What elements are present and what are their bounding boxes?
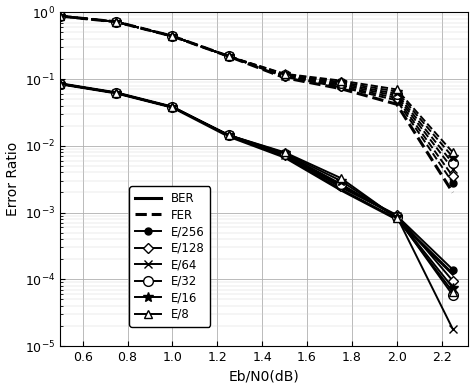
- E/256: [226, 133, 231, 137]
- Line: E/32: E/32: [55, 79, 457, 300]
- E/8: [114, 91, 119, 95]
- E/64: [57, 81, 63, 86]
- E/64: [450, 327, 456, 331]
- FER: [394, 102, 400, 107]
- E/128: [338, 184, 344, 188]
- E/32: [338, 181, 344, 186]
- BER: [338, 187, 344, 192]
- E/256: [57, 81, 63, 86]
- E/32: [282, 151, 287, 156]
- BER: [394, 217, 400, 221]
- E/16: [282, 151, 287, 155]
- E/64: [282, 152, 287, 157]
- E/256: [394, 213, 400, 218]
- E/128: [226, 133, 231, 137]
- E/16: [57, 81, 63, 86]
- BER: [57, 81, 63, 86]
- Line: E/16: E/16: [55, 79, 457, 293]
- X-axis label: Eb/N0(dB): Eb/N0(dB): [229, 370, 300, 384]
- E/128: [57, 81, 63, 86]
- E/64: [394, 214, 400, 219]
- Y-axis label: Error Ratio: Error Ratio: [6, 142, 19, 216]
- E/256: [450, 267, 456, 272]
- E/128: [170, 105, 175, 109]
- E/64: [114, 91, 119, 95]
- E/256: [170, 105, 175, 109]
- FER: [170, 34, 175, 39]
- Line: E/128: E/128: [57, 80, 456, 284]
- E/16: [394, 215, 400, 220]
- E/32: [226, 133, 231, 137]
- FER: [57, 14, 63, 18]
- E/8: [450, 289, 456, 294]
- BER: [170, 105, 175, 109]
- BER: [226, 134, 231, 138]
- E/128: [394, 213, 400, 217]
- FER: [282, 75, 287, 80]
- E/16: [114, 91, 119, 95]
- E/8: [338, 175, 344, 180]
- E/64: [338, 182, 344, 187]
- E/8: [226, 133, 231, 137]
- FER: [114, 19, 119, 24]
- E/16: [338, 179, 344, 183]
- FER: [338, 86, 344, 91]
- E/8: [282, 150, 287, 154]
- E/8: [394, 216, 400, 220]
- E/32: [114, 91, 119, 95]
- E/128: [282, 152, 287, 157]
- E/8: [57, 81, 63, 86]
- E/256: [338, 185, 344, 189]
- E/16: [450, 285, 456, 290]
- E/32: [450, 293, 456, 298]
- BER: [282, 155, 287, 159]
- E/64: [226, 133, 231, 137]
- BER: [114, 91, 119, 95]
- Line: E/64: E/64: [56, 80, 457, 333]
- E/64: [170, 105, 175, 109]
- Line: E/256: E/256: [57, 80, 456, 273]
- E/256: [282, 153, 287, 158]
- E/32: [57, 81, 63, 86]
- E/256: [114, 91, 119, 95]
- E/16: [226, 133, 231, 137]
- Line: FER: FER: [60, 16, 453, 193]
- E/128: [450, 279, 456, 283]
- Line: E/8: E/8: [56, 80, 457, 296]
- E/32: [170, 105, 175, 109]
- E/128: [114, 91, 119, 95]
- FER: [450, 190, 456, 195]
- Line: BER: BER: [60, 84, 453, 274]
- Legend: BER, FER, E/256, E/128, E/64, E/32, E/16, E/8: BER, FER, E/256, E/128, E/64, E/32, E/16…: [129, 186, 210, 327]
- E/8: [170, 105, 175, 109]
- E/16: [170, 105, 175, 109]
- BER: [450, 272, 456, 276]
- E/32: [394, 215, 400, 219]
- FER: [226, 54, 231, 59]
